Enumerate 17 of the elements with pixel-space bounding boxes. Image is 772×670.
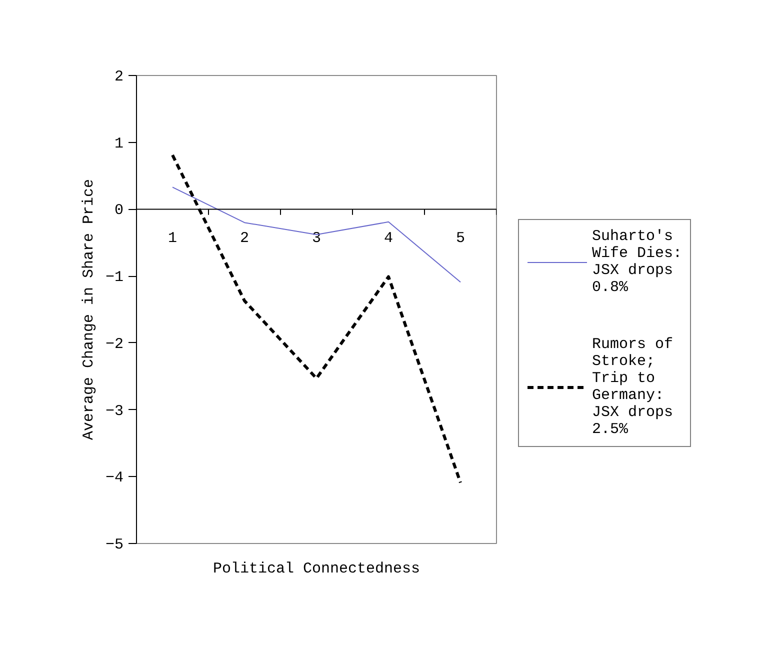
- x-tick-label: 5: [456, 230, 466, 248]
- y-tick-label: −4: [105, 470, 124, 487]
- x-tick-label: 3: [312, 230, 322, 248]
- y-tick-label: −1: [105, 269, 124, 286]
- x-tick-label: 4: [384, 230, 394, 248]
- legend-label: Suharto's Wife Dies: JSX drops 0.8%: [592, 228, 682, 296]
- y-tick-label: 2: [114, 68, 124, 86]
- x-tick-label: 1: [168, 230, 178, 248]
- y-axis-title: Average Change in Share Price: [80, 178, 98, 440]
- y-tick-label: 0: [114, 202, 124, 220]
- x-tick-label: 2: [240, 230, 250, 248]
- x-axis-title: Political Connectedness: [212, 560, 420, 578]
- y-tick-label: −3: [105, 402, 124, 420]
- y-tick-label: 1: [114, 135, 124, 152]
- y-tick-label: −5: [105, 536, 124, 554]
- y-tick-label: −2: [105, 336, 124, 353]
- legend-label: Rumors of Stroke; Trip to Germany: JSX drops 2.5%: [592, 336, 674, 438]
